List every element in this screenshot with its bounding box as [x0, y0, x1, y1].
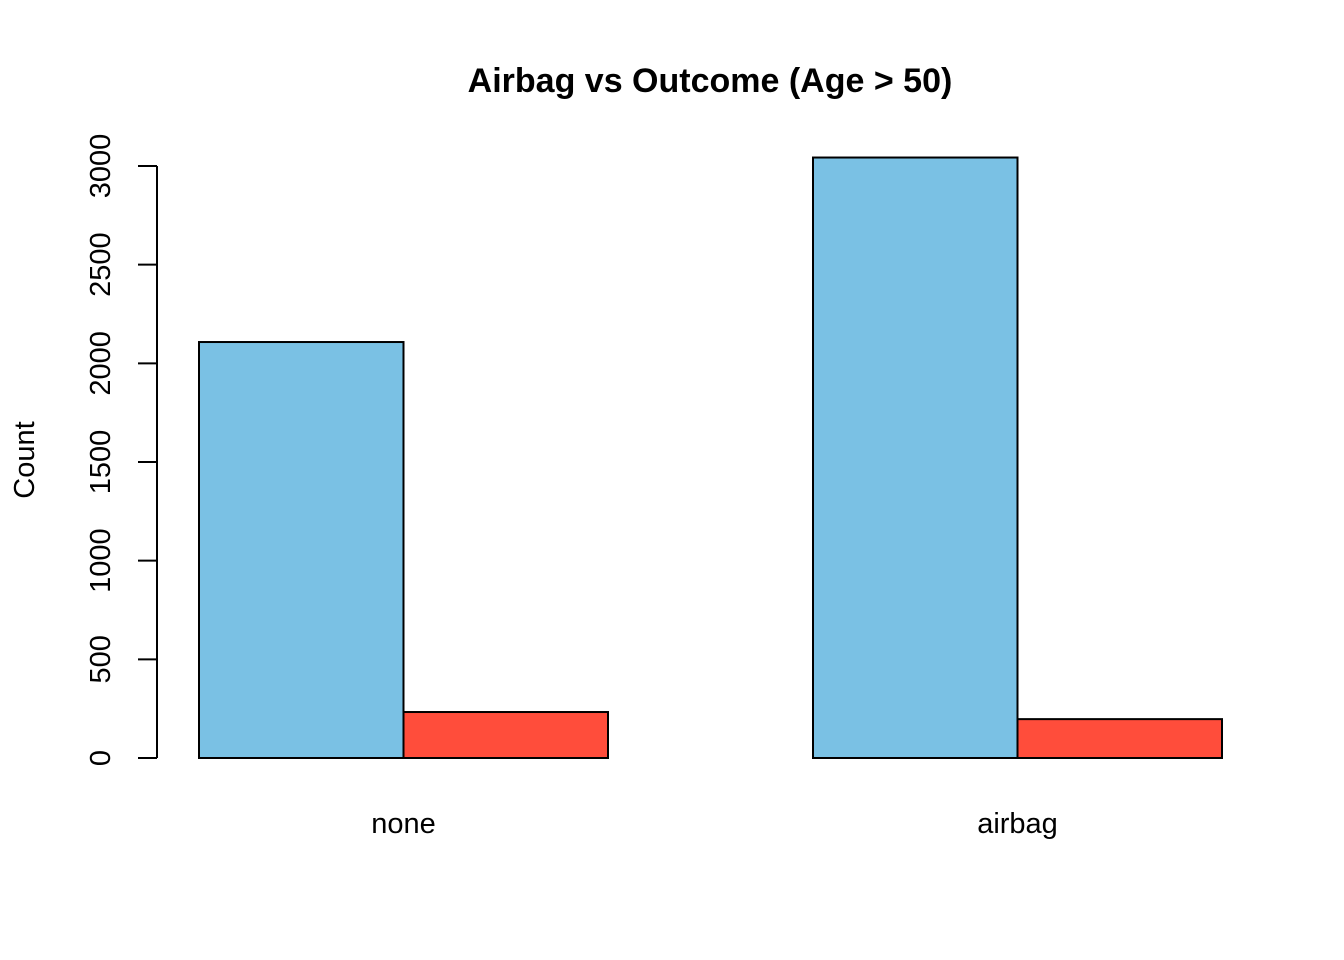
- category-labels: none airbag: [371, 808, 1058, 840]
- chart-title: Airbag vs Outcome (Age > 50): [468, 62, 953, 100]
- y-tick-label: 1000: [85, 528, 117, 593]
- y-axis-label: Count: [9, 421, 41, 498]
- y-tick-label: 2500: [85, 232, 117, 297]
- category-label-airbag: airbag: [977, 808, 1058, 840]
- y-tick-label: 1500: [85, 430, 117, 495]
- y-tick-label: 0: [85, 750, 117, 766]
- bar-none-series-2: [402, 711, 609, 759]
- y-tick-label: 500: [85, 635, 117, 683]
- y-tick-label: 2000: [85, 331, 117, 396]
- category-label-none: none: [371, 808, 436, 840]
- bar-none-series-1: [198, 341, 405, 759]
- bar-airbag-series-2: [1016, 718, 1223, 759]
- bars: [198, 156, 1223, 760]
- y-axis: 0 500 1000 1500 2000 2500 3000: [85, 134, 158, 766]
- bar-airbag-series-1: [812, 156, 1019, 760]
- y-tick-label: 3000: [85, 134, 117, 199]
